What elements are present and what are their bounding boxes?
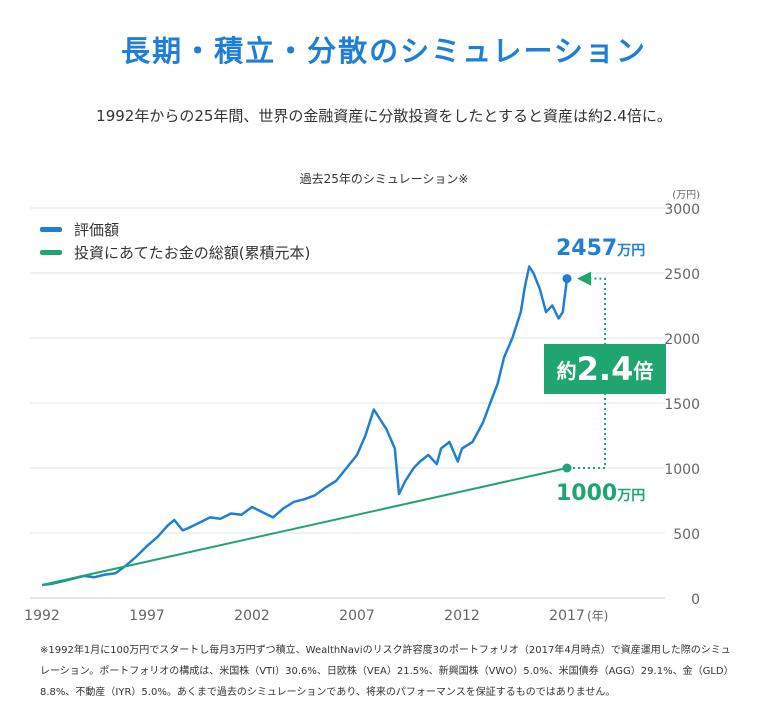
legend-label: 評価額 bbox=[74, 221, 120, 239]
principal-unit: 万円 bbox=[617, 488, 646, 504]
end-value: 2457 bbox=[556, 236, 618, 261]
y-tick-label: 3000 bbox=[664, 202, 700, 218]
y-tick-label: 1000 bbox=[664, 462, 700, 478]
y-tick-label: 0 bbox=[691, 592, 700, 608]
chart: 0 500 1000 1500 2000 2500 3000(万円) 1992 1997 2002… bbox=[24, 190, 700, 624]
ratio-badge: 約 2.4 倍 bbox=[544, 344, 666, 394]
principal-label: 1000万円 bbox=[556, 481, 645, 506]
x-axis-unit: (年) bbox=[587, 609, 608, 623]
x-tick-label: 2002 bbox=[234, 608, 270, 624]
x-tick-label: 2017 bbox=[549, 608, 585, 624]
series-line-1 bbox=[41, 467, 568, 586]
page-title: 長期・積立・分散のシミュレーション bbox=[121, 34, 647, 68]
ratio-prefix: 約 bbox=[556, 358, 577, 383]
legend-item-principal: 投資にあてたお金の総額(累積元本) bbox=[40, 241, 310, 264]
series-end-point-1 bbox=[562, 463, 572, 473]
legend-swatch bbox=[40, 227, 62, 232]
y-axis-unit: (万円) bbox=[672, 190, 700, 201]
footnote: ※1992年1月に100万円でスタートし毎月3万円ずつ積立、WealthNavi… bbox=[40, 645, 734, 698]
y-tick-label: 500 bbox=[673, 527, 700, 543]
x-tick-label: 2007 bbox=[339, 608, 375, 624]
y-tick-label: 2500 bbox=[664, 267, 700, 283]
ratio-suffix: 倍 bbox=[633, 358, 654, 383]
x-tick-label: 1997 bbox=[129, 608, 165, 624]
arrow-icon bbox=[577, 271, 591, 286]
subtitle: 1992年からの25年間、世界の金融資産に分散投資をしたとすると資産は約2.4倍… bbox=[96, 107, 672, 125]
chart-title: 過去25年のシミュレーション※ bbox=[299, 172, 469, 186]
end-value-label: 2457万円 bbox=[556, 236, 645, 261]
legend-label: 投資にあてたお金の総額(累積元本) bbox=[74, 244, 311, 262]
x-tick-label: 1992 bbox=[24, 608, 60, 624]
x-tick-label: 2012 bbox=[444, 608, 480, 624]
series-end-point-0 bbox=[562, 274, 572, 284]
principal-value: 1000 bbox=[556, 481, 618, 506]
ratio-value: 2.4 bbox=[576, 350, 634, 388]
legend-swatch bbox=[40, 250, 62, 255]
y-tick-label: 1500 bbox=[664, 397, 700, 413]
y-tick-label: 2000 bbox=[664, 332, 700, 348]
legend-item-value: 評価額 bbox=[40, 218, 310, 241]
end-unit: 万円 bbox=[617, 243, 646, 259]
legend: 評価額 投資にあてたお金の総額(累積元本) bbox=[40, 218, 310, 264]
series-line-0 bbox=[41, 265, 569, 587]
